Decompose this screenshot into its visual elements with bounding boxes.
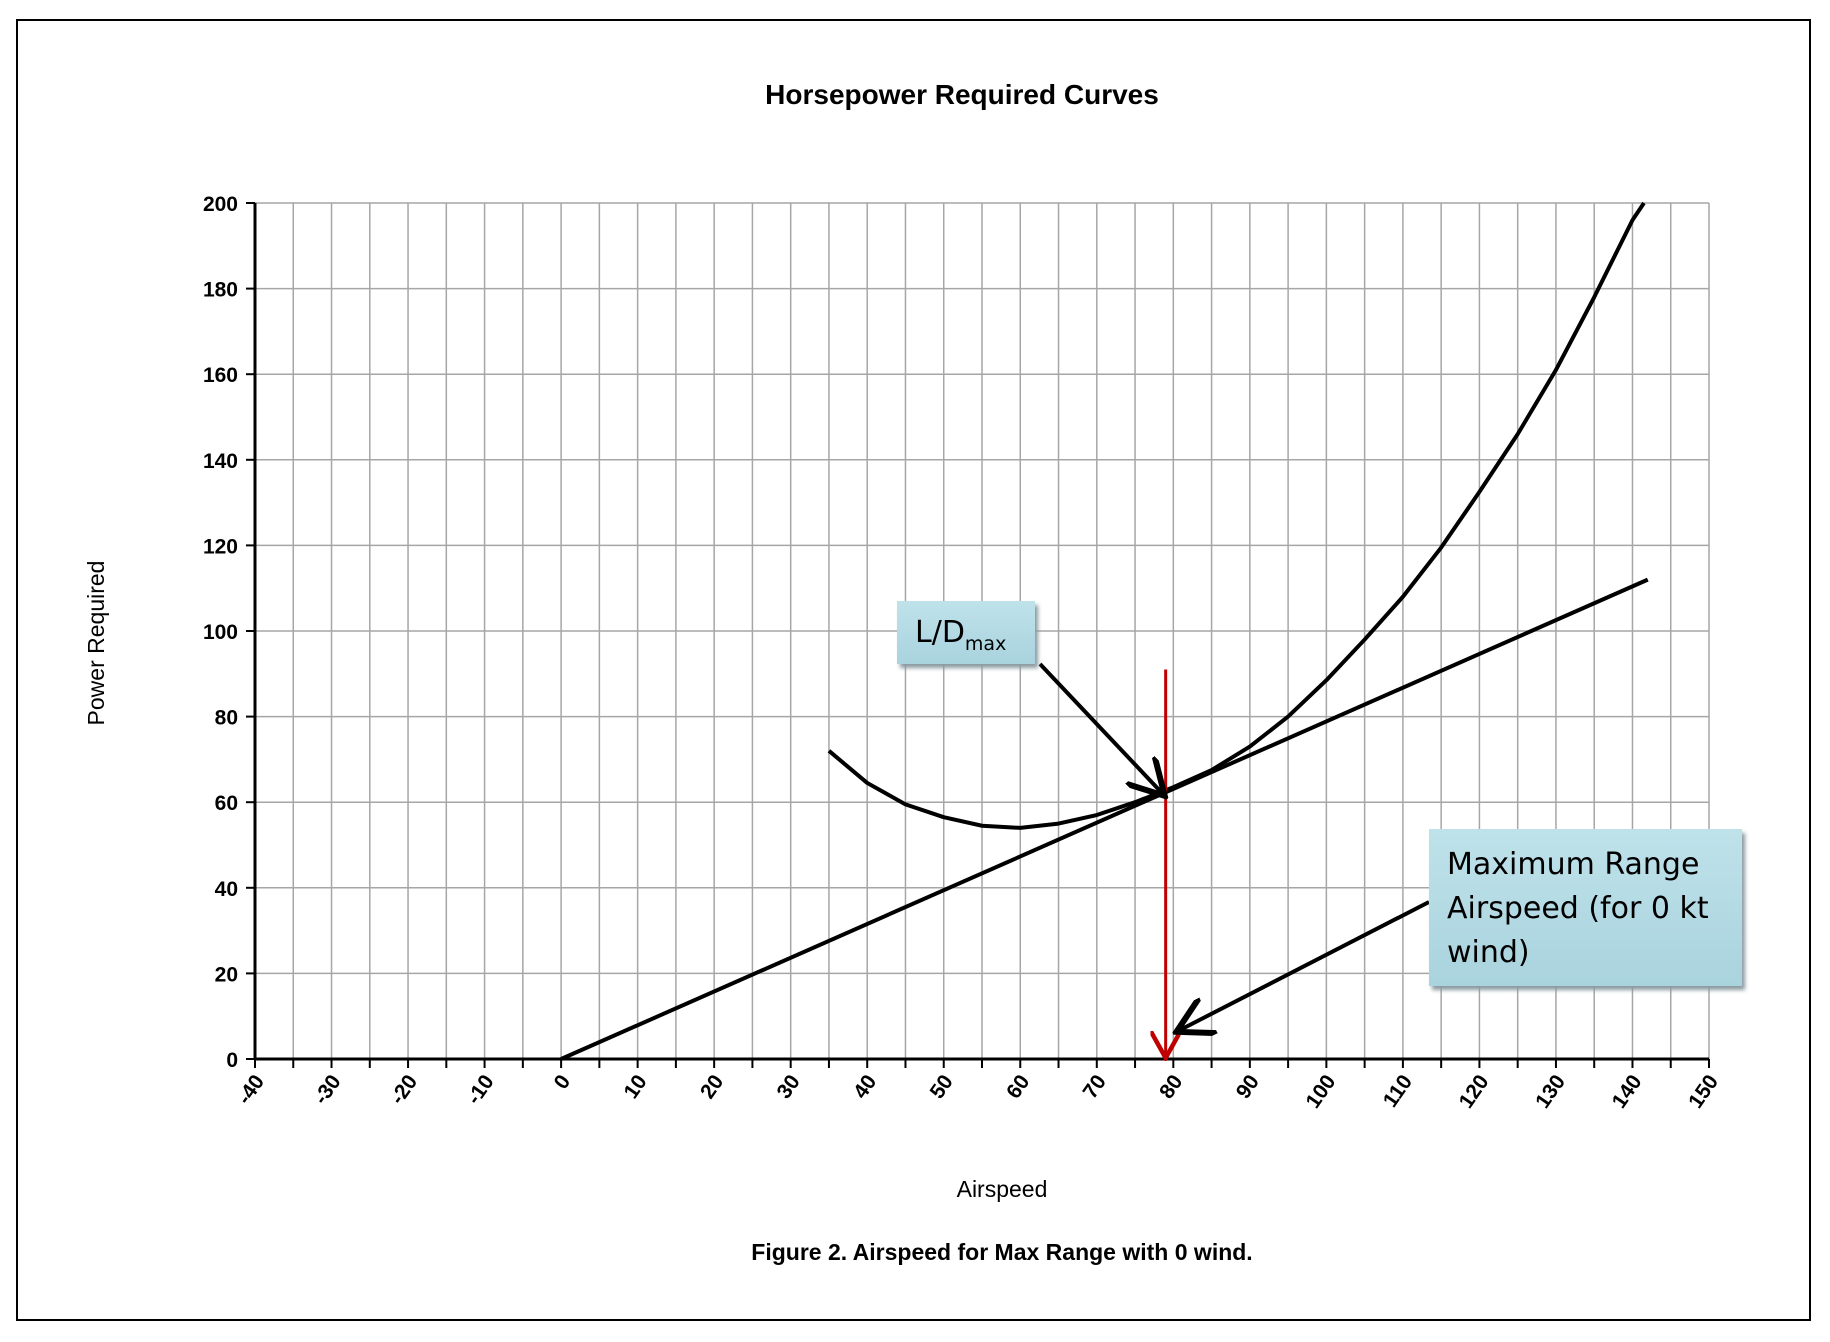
x-tick-label: 90 — [1232, 1071, 1264, 1103]
ld-max-annotation: L/Dmax — [897, 601, 1035, 664]
y-tick-label: 100 — [203, 621, 238, 644]
x-tick-label: 40 — [849, 1071, 881, 1103]
ld-subscript: max — [964, 633, 1007, 655]
series-group — [560, 201, 1649, 1061]
x-tick-label: 30 — [773, 1071, 805, 1103]
x-tick-label: 80 — [1155, 1071, 1187, 1103]
y-tick-label: 0 — [226, 1049, 238, 1072]
x-tick-label: -40 — [233, 1071, 269, 1109]
x-tick-label: 110 — [1379, 1071, 1417, 1112]
y-tick-label: 180 — [203, 279, 238, 302]
y-tick-label: 120 — [203, 535, 238, 558]
x-tick-label: 150 — [1684, 1071, 1723, 1113]
y-tick-label: 40 — [215, 878, 238, 901]
x-tick-label: -10 — [462, 1071, 498, 1109]
y-tick-label: 60 — [215, 792, 238, 815]
x-tick-label: 50 — [926, 1071, 958, 1103]
power-required-curve — [827, 201, 1646, 830]
y-tick-label: 80 — [215, 707, 238, 730]
ld-text: L/D — [915, 615, 965, 650]
chart-title: Horsepower Required Curves — [765, 79, 1159, 110]
x-tick-label: -20 — [386, 1071, 422, 1109]
x-tick-label: 100 — [1302, 1071, 1341, 1113]
y-axis-label: Power Required — [83, 561, 109, 726]
x-axis-label: Airspeed — [957, 1176, 1048, 1202]
ld-arrow — [1038, 662, 1162, 793]
x-tick-label: -30 — [309, 1071, 345, 1109]
x-tick-label: 60 — [1002, 1071, 1034, 1103]
x-tick-label: 120 — [1455, 1071, 1494, 1113]
x-tick-label: 20 — [696, 1071, 728, 1103]
x-tick-label: 10 — [619, 1071, 651, 1103]
max-range-arrow — [1180, 900, 1430, 1030]
figure-caption: Figure 2. Airspeed for Max Range with 0 … — [751, 1239, 1252, 1265]
x-tick-label: 140 — [1608, 1071, 1647, 1113]
tangent-line — [560, 577, 1649, 1061]
max-range-annotation: Maximum Range Airspeed (for 0 kt wind) — [1429, 829, 1742, 986]
y-tick-label: 20 — [215, 963, 238, 986]
x-tick-label: 70 — [1079, 1071, 1111, 1103]
y-tick-label: 140 — [203, 450, 238, 473]
y-tick-label: 160 — [203, 364, 238, 387]
figure-frame — [16, 19, 1811, 1321]
x-tick-label: 0 — [550, 1071, 576, 1094]
y-tick-label: 200 — [203, 193, 238, 216]
x-tick-label: 130 — [1531, 1071, 1570, 1113]
